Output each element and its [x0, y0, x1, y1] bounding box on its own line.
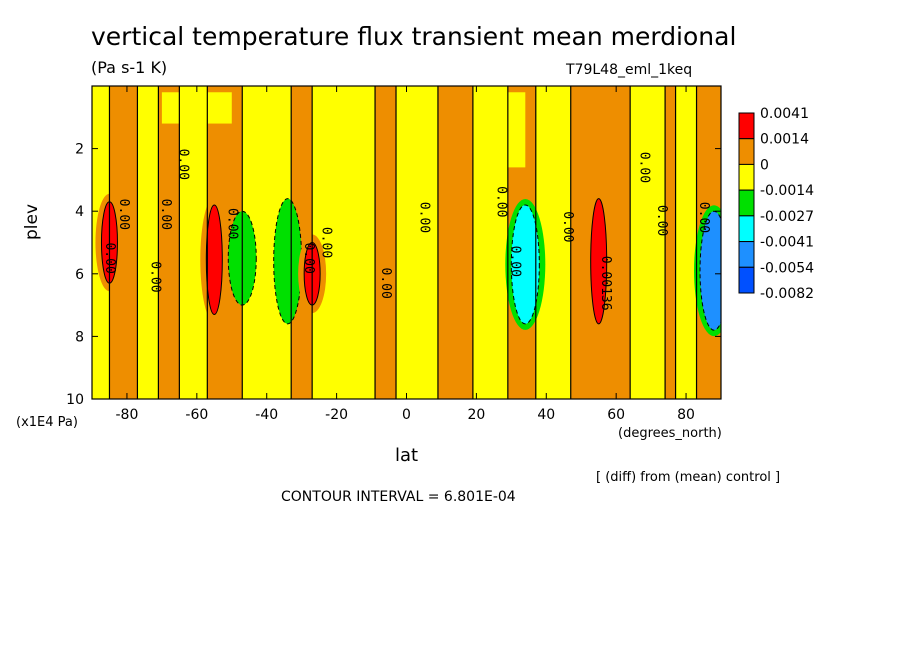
- contour-label: 0.00: [493, 186, 508, 217]
- colorbar-swatch: [738, 241, 755, 268]
- near-zero-band-1: [137, 86, 159, 399]
- colorbar-swatch: [738, 163, 755, 191]
- y-axis-unit: (x1E4 Pa): [16, 415, 78, 430]
- feature-max-6: [590, 198, 608, 325]
- chart-title: vertical temperature flux transient mean…: [91, 22, 737, 51]
- colorbar-label: 0: [760, 157, 769, 173]
- contour-label: 0.00: [560, 211, 575, 242]
- feature-min-5: [510, 204, 540, 325]
- contour-label: 0.00: [158, 199, 173, 230]
- contour-label: 0.00: [116, 199, 131, 230]
- contour-label: 0.00: [637, 152, 652, 183]
- x-tick-label: -20: [325, 407, 348, 423]
- contour-label: 0.00: [416, 202, 431, 233]
- colorbar-swatch: [738, 112, 755, 140]
- contour-label: 0.00: [147, 261, 162, 292]
- diff-note: [ (diff) from (mean) control ]: [596, 470, 781, 485]
- colorbar-swatch: [738, 189, 755, 217]
- contour-label: 0.00: [319, 227, 334, 258]
- feature-min-3: [273, 198, 303, 325]
- contour-label: 0.00: [378, 268, 393, 299]
- colorbar-label: 0.0041: [760, 106, 809, 122]
- chart-units: (Pa s-1 K): [91, 58, 168, 77]
- x-axis-unit: (degrees_north): [618, 426, 722, 441]
- x-tick-label: 20: [467, 407, 485, 423]
- contour-interval-note: CONTOUR INTERVAL = 6.801E-04: [281, 489, 516, 505]
- contour-label: 0.00136: [598, 256, 613, 311]
- plot-area: 0.000.00 0.000.000.000.000.00 0.000.000.00…: [92, 86, 721, 399]
- contour-label: 0.00: [696, 202, 711, 233]
- colorbar-label: -0.0027: [760, 209, 814, 225]
- y-tick-label: 6: [75, 267, 84, 283]
- feature-max-1: [205, 204, 223, 315]
- y-axis-ticks: 2 4 6 8 10: [66, 142, 721, 408]
- near-zero-upper-0: [161, 92, 232, 124]
- near-zero-band-5: [396, 86, 438, 399]
- x-tick-label: 0: [402, 407, 411, 423]
- colorbar-label: -0.0082: [760, 286, 814, 302]
- y-tick-label: 10: [66, 392, 84, 408]
- colorbar-swatch: [738, 138, 755, 165]
- x-axis-label: lat: [395, 445, 419, 466]
- colorbar: 0.0041 0.0014 0 -0.0014 -0.0027 -0.0041 -0.005…: [738, 106, 814, 302]
- colorbar-label: -0.0054: [760, 260, 814, 276]
- x-tick-label: 80: [677, 407, 695, 423]
- x-axis-ticks: -80 -60 -40 -20 0 20 40 60 80: [116, 86, 695, 423]
- x-tick-label: 40: [537, 407, 555, 423]
- y-tick-label: 2: [75, 142, 84, 158]
- colorbar-label: 0.0014: [760, 132, 809, 148]
- near-zero-band-9: [675, 86, 697, 399]
- feature-min-7: [699, 210, 721, 331]
- contour-label: 0.00: [102, 242, 117, 273]
- x-tick-label: -60: [185, 407, 208, 423]
- x-tick-label: -40: [255, 407, 278, 423]
- contour-label: 0.00: [507, 246, 522, 277]
- near-zero-band-8: [630, 86, 666, 399]
- colorbar-swatch: [738, 215, 755, 243]
- colorbar-label: -0.0014: [760, 183, 814, 199]
- contour-label: 0.00: [224, 208, 239, 239]
- contour-label: 0.00: [301, 242, 316, 273]
- run-id-label: T79L48_eml_1keq: [566, 62, 693, 78]
- near-zero-upper-1: [493, 92, 526, 168]
- contour-label: 0.00: [654, 205, 669, 236]
- x-tick-label: 60: [607, 407, 625, 423]
- y-tick-label: 4: [75, 204, 84, 220]
- colorbar-label: -0.0041: [760, 235, 814, 251]
- contour-label: 0.00: [175, 149, 190, 180]
- colorbar-swatch: [738, 266, 755, 294]
- y-tick-label: 8: [75, 329, 84, 345]
- near-zero-band-4: [312, 86, 376, 399]
- x-tick-label: -80: [116, 407, 139, 423]
